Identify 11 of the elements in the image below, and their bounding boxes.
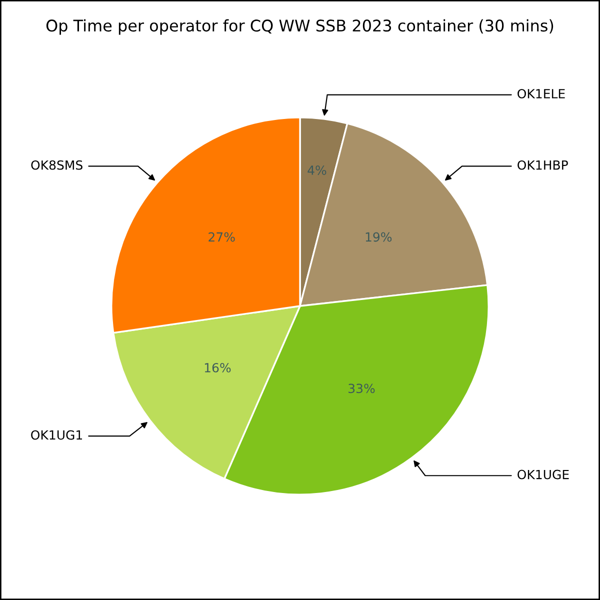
slice-label: OK1UGE [518,470,569,480]
data-label: 27% [208,232,235,242]
data-label: 16% [204,362,231,372]
chart-title: Op Time per operator for CQ WW SSB 2023 container (30 mins) [46,19,554,35]
slice-label: OK1HBP [518,160,568,170]
data-label: 4% [308,165,326,175]
data-label: 33% [348,384,375,394]
slice-label: OK1UG1 [31,430,82,440]
slice-label: OK1ELE [518,88,565,98]
data-label: 19% [366,232,392,242]
slice-label: OK8SMS [31,160,82,170]
